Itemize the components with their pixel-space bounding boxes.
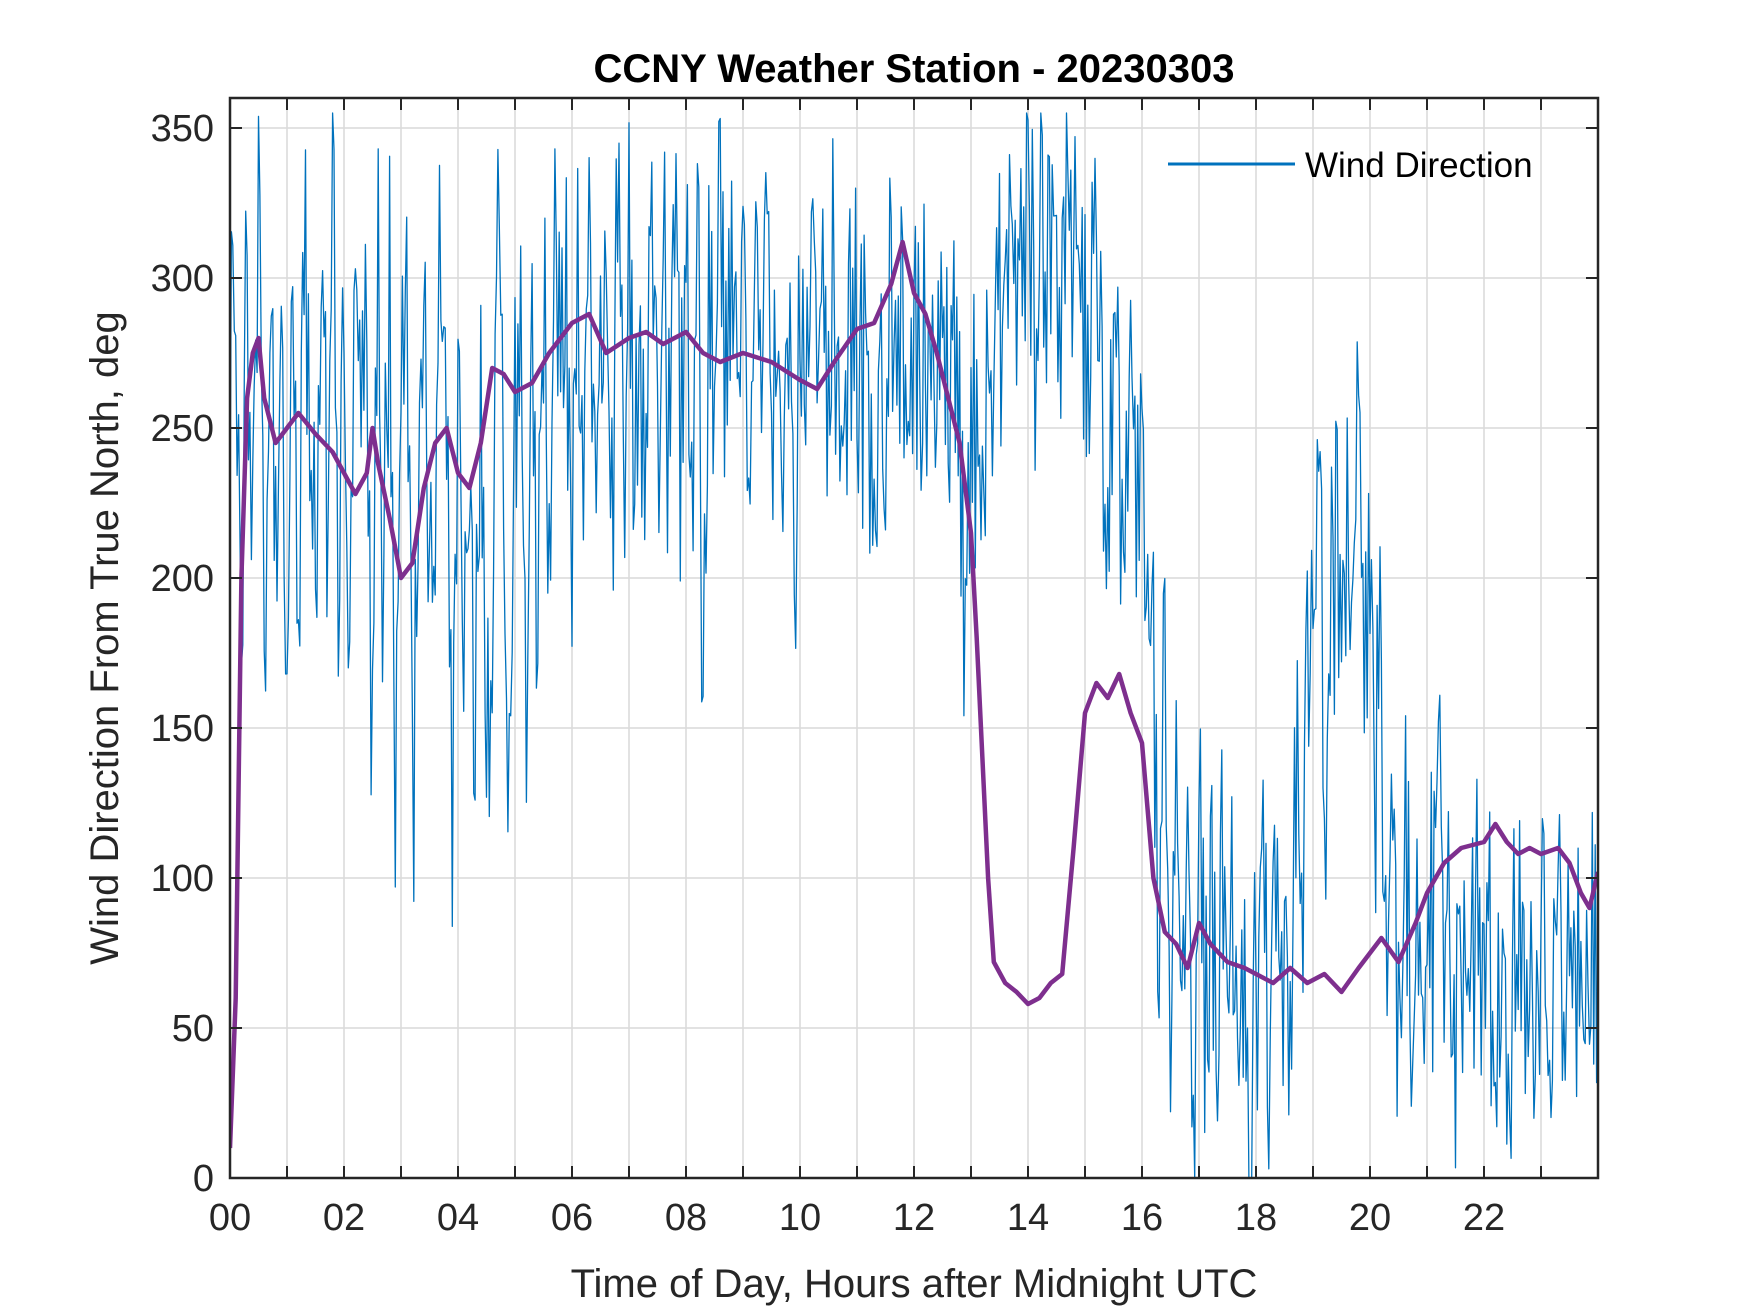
y-tick-label: 250 <box>151 408 214 450</box>
x-tick-label: 02 <box>323 1197 365 1239</box>
legend-label-wind-direction: Wind Direction <box>1305 146 1533 185</box>
legend: Wind Direction <box>1168 146 1533 185</box>
series-line-running-mean <box>230 239 1598 1149</box>
y-tick-labels: 0 50 100 150 200 250 300 350 <box>151 108 214 1200</box>
x-tick-label: 22 <box>1463 1197 1505 1239</box>
y-tick-label: 200 <box>151 558 214 600</box>
x-tick-label: 10 <box>779 1197 821 1239</box>
x-tick-label: 04 <box>437 1197 479 1239</box>
x-tick-labels: 00 02 04 06 08 10 12 14 16 18 20 22 <box>209 1197 1505 1239</box>
y-tick-label: 300 <box>151 258 214 300</box>
y-tick-label: 350 <box>151 108 214 150</box>
x-tick-label: 12 <box>893 1197 935 1239</box>
y-tick-label: 150 <box>151 708 214 750</box>
x-tick-label: 20 <box>1349 1197 1391 1239</box>
ticks <box>229 98 1599 1179</box>
series-line-wind-direction <box>230 112 1598 1178</box>
x-tick-label: 08 <box>665 1197 707 1239</box>
x-tick-label: 18 <box>1235 1197 1277 1239</box>
chart-title: CCNY Weather Station - 20230303 <box>594 47 1235 91</box>
y-axis-label: Wind Direction From True North, deg <box>83 311 127 965</box>
y-tick-label: 50 <box>172 1008 214 1050</box>
grid <box>230 98 1598 1178</box>
y-tick-label: 100 <box>151 858 214 900</box>
y-tick-label: 0 <box>193 1158 214 1200</box>
x-tick-label: 14 <box>1007 1197 1049 1239</box>
x-tick-label: 06 <box>551 1197 593 1239</box>
x-axis-label: Time of Day, Hours after Midnight UTC <box>571 1262 1258 1306</box>
x-tick-label: 00 <box>209 1197 251 1239</box>
x-tick-label: 16 <box>1121 1197 1163 1239</box>
series-layer <box>230 112 1598 1178</box>
